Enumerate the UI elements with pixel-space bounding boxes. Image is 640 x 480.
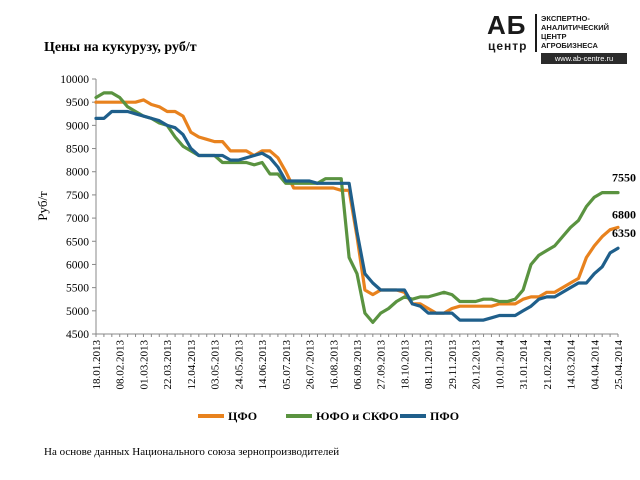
x-tick-label: 14.06.2013 bbox=[257, 340, 269, 390]
end-value-label: 6350 bbox=[612, 226, 636, 240]
x-tick-label: 29.11.2013 bbox=[447, 340, 459, 390]
series-line-2 bbox=[94, 91, 620, 324]
source-note: На основе данных Национального союза зер… bbox=[44, 446, 340, 458]
series-line-3 bbox=[94, 109, 620, 322]
x-tick-label: 24.05.2013 bbox=[233, 340, 245, 390]
x-tick-label: 01.03.2013 bbox=[138, 340, 150, 390]
x-tick-label: 31.01.2014 bbox=[518, 340, 530, 390]
y-axis-label: Руб/т bbox=[35, 191, 50, 221]
x-tick-label: 03.05.2013 bbox=[210, 340, 222, 390]
x-tick-label: 06.09.2013 bbox=[352, 340, 364, 390]
logo-text: ЭКСПЕРТНО- АНАЛИТИЧЕСКИЙ ЦЕНТР АГРОБИЗНЕ… bbox=[541, 14, 609, 50]
x-tick-label: 18.01.2013 bbox=[91, 340, 103, 390]
y-tick-label: 9500 bbox=[66, 97, 89, 109]
y-tick-label: 10000 bbox=[60, 74, 89, 86]
chart-title: Цены на кукурузу, руб/т bbox=[44, 40, 197, 55]
y-tick-label: 7000 bbox=[66, 213, 89, 225]
logo-mark-sub: центр bbox=[488, 39, 528, 53]
y-tick-label: 4500 bbox=[66, 329, 89, 341]
legend-label: ЦФО bbox=[228, 409, 257, 423]
x-tick-label: 10.01.2014 bbox=[494, 340, 506, 390]
y-tick-label: 6000 bbox=[66, 259, 89, 271]
x-tick-label: 25.04.2014 bbox=[613, 340, 625, 390]
y-tick-label: 7500 bbox=[66, 190, 89, 202]
x-tick-label: 18.10.2013 bbox=[399, 340, 411, 390]
logo-mark: АБ bbox=[487, 10, 527, 40]
end-value-label: 7550 bbox=[612, 171, 636, 185]
x-tick-label: 08.02.2013 bbox=[115, 340, 127, 390]
logo-line: ЭКСПЕРТНО- bbox=[541, 14, 590, 23]
x-tick-label: 04.04.2014 bbox=[589, 340, 601, 390]
y-tick-label: 8000 bbox=[66, 167, 89, 179]
y-tick-label: 5000 bbox=[66, 306, 89, 318]
x-tick-label: 08.11.2013 bbox=[423, 340, 435, 390]
logo-line: АНАЛИТИЧЕСКИЙ bbox=[541, 23, 610, 32]
x-tick-label: 22.03.2013 bbox=[162, 340, 174, 390]
y-tick-label: 9000 bbox=[66, 120, 89, 132]
logo-url: www.ab-centre.ru bbox=[541, 53, 627, 64]
legend-label: ЮФО и СКФО bbox=[316, 409, 398, 423]
logo-line: АГРОБИЗНЕСА bbox=[541, 41, 598, 50]
y-tick-label: 5500 bbox=[66, 283, 89, 295]
x-tick-label: 21.02.2014 bbox=[542, 340, 554, 390]
x-tick-label: 12.04.2013 bbox=[186, 340, 198, 390]
x-tick-label: 05.07.2013 bbox=[281, 340, 293, 390]
x-tick-label: 14.03.2014 bbox=[566, 340, 578, 390]
y-tick-label: 6500 bbox=[66, 236, 89, 248]
x-tick-label: 26.07.2013 bbox=[305, 340, 317, 390]
ab-centre-logo: АБ центр ЭКСПЕРТНО- АНАЛИТИЧЕСКИЙ ЦЕНТР … bbox=[485, 12, 635, 64]
logo-divider bbox=[535, 14, 537, 52]
end-value-label: 6800 bbox=[612, 207, 636, 221]
x-tick-label: 27.09.2013 bbox=[376, 340, 388, 390]
x-tick-label: 16.08.2013 bbox=[328, 340, 340, 390]
y-tick-label: 8500 bbox=[66, 144, 89, 156]
logo-line: ЦЕНТР bbox=[541, 32, 567, 41]
legend-label: ПФО bbox=[430, 409, 459, 423]
x-tick-label: 20.12.2013 bbox=[471, 340, 483, 390]
